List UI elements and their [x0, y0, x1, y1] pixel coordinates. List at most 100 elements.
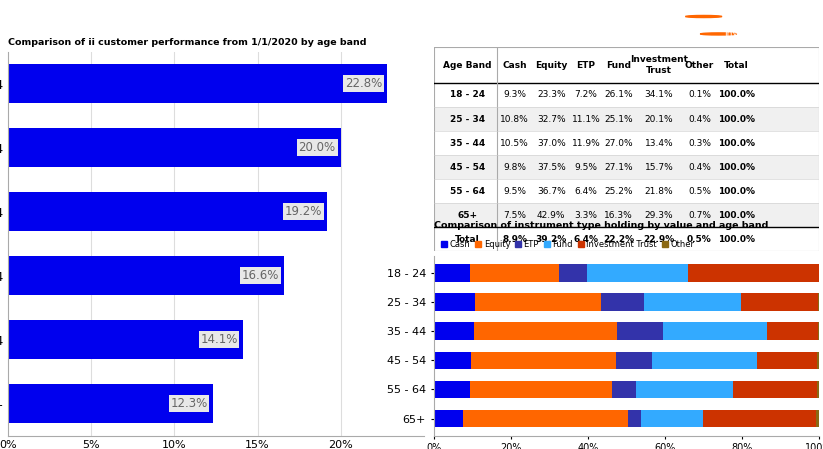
- Bar: [817, 352, 819, 369]
- Text: investor: investor: [724, 28, 761, 38]
- Bar: [8, 384, 212, 423]
- Text: 32.7%: 32.7%: [537, 114, 565, 123]
- Bar: [628, 410, 640, 427]
- Text: 100.0%: 100.0%: [718, 163, 755, 172]
- Bar: [640, 410, 704, 427]
- Bar: [741, 293, 818, 311]
- Bar: [434, 155, 819, 179]
- Text: 14.1%: 14.1%: [200, 333, 238, 346]
- Text: 3.3%: 3.3%: [574, 211, 597, 220]
- Bar: [434, 381, 470, 398]
- Bar: [434, 107, 819, 131]
- Text: 22.9%: 22.9%: [644, 235, 675, 244]
- Text: 0.5%: 0.5%: [688, 187, 711, 196]
- Text: 10.8%: 10.8%: [500, 114, 529, 123]
- Bar: [470, 264, 560, 282]
- Text: 55 - 64: 55 - 64: [450, 187, 485, 196]
- Text: Total: Total: [455, 235, 480, 244]
- Text: 16.3%: 16.3%: [604, 211, 633, 220]
- Bar: [733, 381, 817, 398]
- Text: 7.2%: 7.2%: [574, 90, 597, 99]
- Bar: [8, 65, 388, 103]
- Text: 37.0%: 37.0%: [537, 139, 565, 148]
- Text: 36.7%: 36.7%: [537, 187, 565, 196]
- Text: Other: Other: [685, 61, 714, 70]
- Bar: [434, 264, 470, 282]
- Text: 6.4%: 6.4%: [574, 235, 598, 244]
- Text: 22.2%: 22.2%: [603, 235, 635, 244]
- Bar: [616, 352, 653, 369]
- Text: Total: Total: [723, 61, 748, 70]
- Text: Investment
Trust: Investment Trust: [630, 55, 688, 75]
- Text: 18 - 24: 18 - 24: [450, 90, 485, 99]
- Circle shape: [686, 15, 722, 18]
- Text: 23.3%: 23.3%: [537, 90, 565, 99]
- Text: Fund: Fund: [606, 61, 631, 70]
- Text: 35 - 44: 35 - 44: [450, 139, 485, 148]
- Text: 25.2%: 25.2%: [604, 187, 633, 196]
- Text: 100.0%: 100.0%: [718, 90, 755, 99]
- Text: 22.8%: 22.8%: [345, 77, 382, 90]
- Text: 7.5%: 7.5%: [503, 211, 526, 220]
- Legend: Cash, Equity, ETP, Fund, Investment Trust, Other: Cash, Equity, ETP, Fund, Investment Trus…: [438, 237, 697, 252]
- Text: 21.8%: 21.8%: [644, 187, 673, 196]
- Bar: [463, 410, 628, 427]
- Text: 6.4%: 6.4%: [574, 187, 597, 196]
- Bar: [8, 321, 243, 359]
- Bar: [611, 381, 636, 398]
- Text: 0.5%: 0.5%: [687, 235, 712, 244]
- Text: 9.8%: 9.8%: [503, 163, 526, 172]
- Text: 20.1%: 20.1%: [644, 114, 673, 123]
- Bar: [816, 410, 819, 427]
- Text: 34.1%: 34.1%: [644, 90, 673, 99]
- Text: 29.3%: 29.3%: [644, 211, 673, 220]
- Bar: [704, 410, 816, 427]
- Text: 8.9%: 8.9%: [502, 235, 527, 244]
- Text: 9.3%: 9.3%: [503, 90, 526, 99]
- Bar: [636, 381, 733, 398]
- Bar: [8, 256, 284, 295]
- Text: 0.4%: 0.4%: [688, 114, 711, 123]
- Bar: [653, 352, 757, 369]
- Text: 65+: 65+: [458, 211, 477, 220]
- Text: 100.0%: 100.0%: [718, 211, 755, 220]
- Bar: [434, 322, 474, 340]
- Text: 25.1%: 25.1%: [604, 114, 633, 123]
- Bar: [818, 322, 819, 340]
- Bar: [766, 322, 818, 340]
- Bar: [616, 322, 663, 340]
- Bar: [602, 293, 644, 311]
- Bar: [817, 381, 819, 398]
- Text: Age Band: Age Band: [443, 61, 491, 70]
- Bar: [472, 352, 616, 369]
- Text: 25 - 34: 25 - 34: [450, 114, 485, 123]
- Text: 19.2%: 19.2%: [285, 205, 323, 218]
- Text: 42.9%: 42.9%: [537, 211, 565, 220]
- Bar: [470, 381, 611, 398]
- Text: 27.0%: 27.0%: [604, 139, 633, 148]
- Text: 100.0%: 100.0%: [718, 187, 755, 196]
- Text: interactive: interactive: [724, 13, 774, 22]
- Bar: [476, 293, 602, 311]
- Text: Cash: Cash: [502, 61, 527, 70]
- Bar: [434, 293, 476, 311]
- Text: 11.1%: 11.1%: [571, 114, 600, 123]
- Bar: [644, 293, 741, 311]
- Bar: [687, 264, 819, 282]
- Text: 27.1%: 27.1%: [604, 163, 633, 172]
- Text: 9.5%: 9.5%: [503, 187, 526, 196]
- Text: 0.1%: 0.1%: [688, 90, 711, 99]
- Bar: [434, 410, 463, 427]
- Bar: [8, 128, 341, 167]
- Text: 26.1%: 26.1%: [604, 90, 633, 99]
- Bar: [474, 322, 616, 340]
- Circle shape: [700, 33, 737, 35]
- Text: 100.0%: 100.0%: [718, 114, 755, 123]
- Text: 12.3%: 12.3%: [170, 397, 207, 410]
- Text: ETP: ETP: [576, 61, 595, 70]
- Bar: [587, 264, 687, 282]
- Bar: [663, 322, 766, 340]
- Text: 100.0%: 100.0%: [718, 235, 755, 244]
- Text: 100.0%: 100.0%: [718, 139, 755, 148]
- Text: 39.2%: 39.2%: [536, 235, 567, 244]
